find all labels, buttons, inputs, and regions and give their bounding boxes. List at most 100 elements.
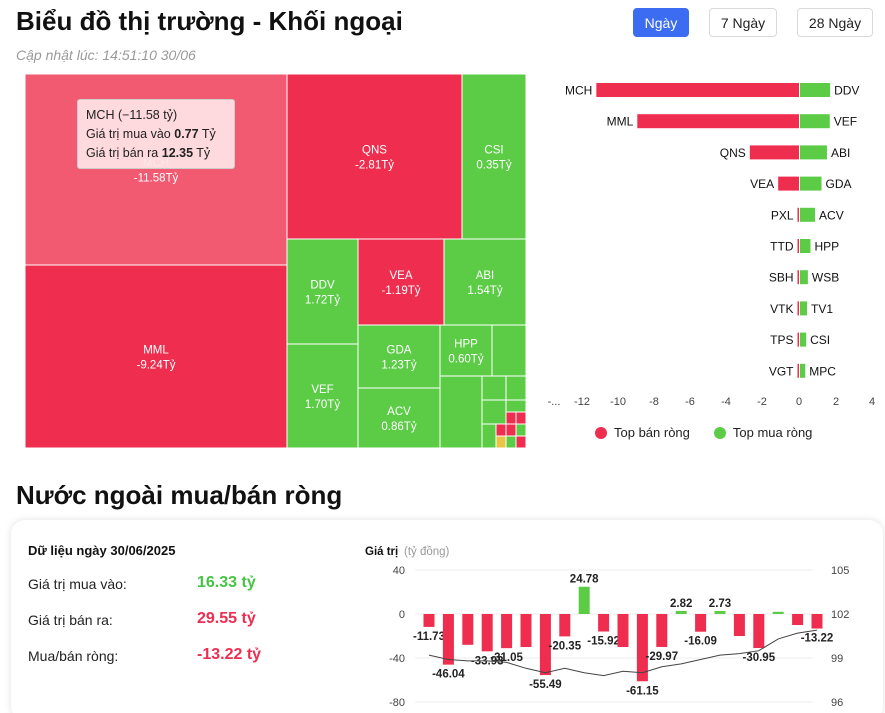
net-bar[interactable]: [675, 610, 687, 614]
bar-buy-abi[interactable]: [800, 145, 827, 160]
index-line: [428, 629, 818, 677]
net-value: -13.22 tỷ: [197, 646, 262, 663]
x-tick-label: -2: [757, 396, 767, 408]
bar-buy-tv1[interactable]: [800, 301, 807, 316]
treemap-small-tile[interactable]: [505, 375, 526, 401]
net-bar-label: -20.35: [548, 640, 581, 652]
bar-sell-vea[interactable]: [778, 176, 799, 191]
net-bar[interactable]: [617, 614, 629, 647]
net-bar[interactable]: [501, 614, 513, 649]
bar-buy-csi[interactable]: [800, 332, 807, 347]
legend-sell-dot: [595, 426, 607, 439]
net-bar[interactable]: [733, 614, 745, 636]
net-bar[interactable]: [636, 614, 648, 682]
treemap-tile-csi[interactable]: [461, 74, 526, 240]
bar-buy-hpp[interactable]: [800, 239, 811, 253]
net-bar-label: -13.22: [801, 633, 834, 645]
treemap-small-tile[interactable]: [481, 399, 507, 425]
treemap-small-tile[interactable]: [491, 324, 526, 377]
x-tick-label: -4: [721, 396, 731, 408]
bar-sell-vgt[interactable]: [797, 363, 800, 378]
treemap-small-tile[interactable]: [481, 375, 507, 401]
tab-7-days[interactable]: 7 Ngày: [709, 8, 777, 37]
treemap-tile-vea[interactable]: [357, 238, 445, 326]
net-bar[interactable]: [442, 614, 454, 665]
treemap-small-tile[interactable]: [515, 435, 526, 448]
tab-day[interactable]: Ngày: [633, 8, 689, 37]
bar-buy-gda[interactable]: [800, 176, 822, 191]
treemap-small-tile[interactable]: [505, 399, 526, 413]
net-bar[interactable]: [714, 610, 726, 614]
bar-sell-tps[interactable]: [797, 332, 800, 347]
treemap-code-gda: GDA: [387, 345, 412, 357]
net-bar[interactable]: [462, 614, 474, 645]
treemap-code-csi: CSI: [484, 145, 503, 157]
legend-buy-label[interactable]: Top mua ròng: [732, 425, 813, 440]
treemap-tile-mml[interactable]: [25, 264, 288, 448]
bar-sell-mch[interactable]: [596, 83, 799, 97]
bar-sell-mml[interactable]: [637, 114, 799, 129]
treemap-small-tile[interactable]: [495, 423, 507, 437]
treemap-value-mml: -9.24Tỷ: [137, 360, 176, 372]
bar-sell-sbh[interactable]: [797, 270, 800, 285]
net-flow-chart: Giá trị (tỷ đồng) 40 105 0 102 -40 99 -80 96 -11.7…: [365, 546, 849, 709]
bar-buy-acv[interactable]: [800, 207, 816, 222]
treemap-small-tile[interactable]: [505, 423, 517, 437]
bar-buy-label: ACV: [819, 208, 844, 222]
net-bar[interactable]: [520, 614, 532, 647]
bar-sell-vtk[interactable]: [797, 301, 800, 316]
treemap-tile-abi[interactable]: [443, 238, 526, 326]
bar-buy-label: CSI: [810, 333, 830, 347]
treemap-small-tile[interactable]: [515, 423, 526, 437]
net-bar[interactable]: [559, 614, 571, 637]
bar-sell-ttd[interactable]: [797, 239, 800, 253]
treemap-tile-hpp[interactable]: [439, 324, 493, 377]
bar-buy-vef[interactable]: [800, 114, 830, 129]
net-bar[interactable]: [578, 586, 590, 614]
treemap-chart[interactable]: MCH-11.58TỷMML-9.24TỷQNS-2.81TỷCSI0.35Tỷ…: [25, 74, 526, 448]
treemap-tile-acv[interactable]: [357, 387, 441, 448]
treemap-small-tile[interactable]: [505, 435, 517, 448]
legend-sell-label[interactable]: Top bán ròng: [614, 425, 690, 440]
net-bar[interactable]: [539, 614, 551, 676]
y-tick-left: -80: [389, 697, 405, 709]
net-bar[interactable]: [695, 614, 707, 632]
net-bar[interactable]: [811, 614, 823, 629]
y-tick-right: 99: [831, 653, 843, 665]
bar-buy-ddv[interactable]: [800, 83, 831, 97]
bar-sell-label: VGT: [769, 364, 794, 378]
treemap-small-tile[interactable]: [481, 423, 497, 448]
treemap-tile-gda[interactable]: [357, 324, 441, 389]
treemap-small-tile[interactable]: [505, 411, 517, 425]
x-tick-label: -8: [649, 396, 659, 408]
legend-buy-dot: [713, 426, 726, 439]
bar-sell-pxl[interactable]: [797, 207, 800, 222]
treemap-small-tile[interactable]: [495, 435, 507, 448]
bar-sell-label: VEA: [750, 177, 774, 191]
net-bar[interactable]: [772, 611, 784, 614]
treemap-tile-ddv[interactable]: [286, 238, 359, 345]
net-bar[interactable]: [598, 614, 610, 632]
treemap-small-tile[interactable]: [515, 411, 526, 425]
treemap-small-tile[interactable]: [439, 375, 483, 448]
bar-buy-wsb[interactable]: [800, 270, 808, 285]
net-bar[interactable]: [423, 614, 435, 627]
net-bar[interactable]: [753, 614, 765, 649]
y-tick-left: 40: [393, 565, 405, 577]
treemap-tile-qns[interactable]: [286, 74, 463, 240]
x-tick-label: -12: [574, 396, 590, 408]
updated-timestamp: Cập nhật lúc: 14:51:10 30/06: [16, 47, 196, 63]
treemap-code-hpp: HPP: [454, 339, 478, 351]
net-bar[interactable]: [656, 614, 668, 647]
tab-28-days[interactable]: 28 Ngày: [797, 8, 873, 37]
treemap-tile-vef[interactable]: [286, 343, 359, 448]
sell-value-label: Giá trị bán ra:: [28, 612, 113, 628]
bar-buy-mpc[interactable]: [800, 363, 806, 378]
net-bar[interactable]: [792, 614, 804, 625]
treemap-code-ddv: DDV: [310, 280, 335, 292]
net-bar[interactable]: [481, 614, 493, 652]
summary-title: Dữ liệu ngày 30/06/2025: [28, 543, 176, 558]
bar-buy-label: HPP: [815, 240, 840, 254]
bar-sell-qns[interactable]: [749, 145, 799, 160]
bar-buy-label: TV1: [811, 302, 833, 316]
